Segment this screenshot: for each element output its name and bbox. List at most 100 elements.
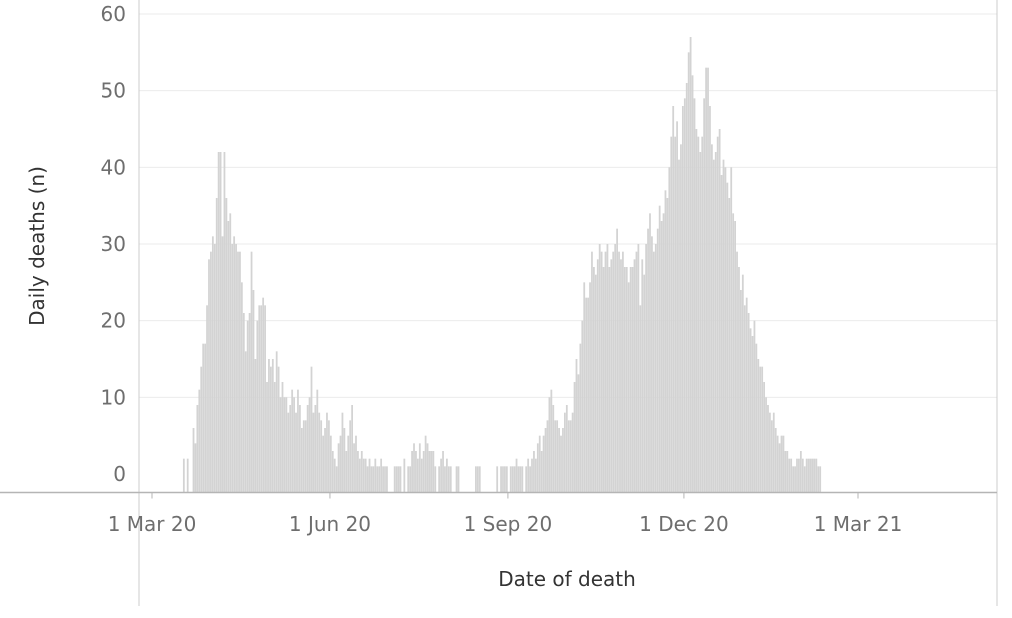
daily-bar bbox=[664, 190, 667, 493]
daily-bar bbox=[384, 466, 386, 493]
daily-bar bbox=[670, 136, 673, 493]
daily-bar bbox=[546, 420, 549, 493]
daily-bar bbox=[446, 458, 448, 493]
daily-bar bbox=[225, 198, 228, 493]
daily-bar bbox=[598, 244, 601, 493]
daily-bar bbox=[622, 251, 624, 493]
daily-bar bbox=[194, 443, 197, 493]
daily-bar bbox=[244, 351, 247, 493]
y-tick-label: 20 bbox=[101, 309, 126, 333]
daily-bar bbox=[594, 274, 597, 493]
daily-bar bbox=[554, 420, 557, 493]
daily-bar bbox=[651, 236, 653, 493]
y-tick-label: 60 bbox=[101, 2, 126, 26]
daily-bar bbox=[761, 366, 764, 493]
daily-bar bbox=[362, 458, 365, 493]
daily-bar bbox=[447, 466, 450, 493]
daily-bar bbox=[248, 313, 251, 493]
daily-bar bbox=[219, 152, 222, 493]
daily-bar bbox=[353, 443, 355, 493]
daily-bar bbox=[680, 144, 682, 493]
daily-bar bbox=[610, 259, 613, 493]
daily-bar bbox=[805, 458, 808, 493]
daily-bar bbox=[289, 405, 292, 493]
x-tick-label: 1 Mar 20 bbox=[108, 512, 197, 536]
daily-bar bbox=[600, 251, 603, 493]
daily-bar bbox=[602, 267, 605, 493]
daily-bar bbox=[738, 267, 740, 493]
daily-bar bbox=[432, 451, 435, 493]
daily-bar bbox=[308, 397, 311, 493]
daily-bar bbox=[239, 251, 241, 493]
daily-bar bbox=[341, 412, 344, 493]
daily-bar bbox=[770, 420, 773, 493]
daily-bar bbox=[801, 458, 804, 493]
daily-bar bbox=[689, 37, 692, 493]
daily-bar bbox=[196, 405, 199, 493]
daily-bar bbox=[743, 305, 746, 493]
daily-bar bbox=[745, 297, 748, 493]
daily-bar bbox=[409, 466, 412, 493]
daily-bar bbox=[397, 466, 400, 493]
daily-bar bbox=[357, 451, 359, 493]
daily-bar bbox=[751, 336, 754, 493]
daily-bar bbox=[517, 466, 520, 493]
daily-bar bbox=[418, 443, 421, 493]
daily-bar bbox=[351, 405, 354, 493]
daily-bar bbox=[504, 466, 506, 493]
daily-bar bbox=[368, 458, 371, 493]
daily-bar bbox=[707, 67, 709, 493]
daily-bar bbox=[358, 458, 361, 493]
daily-bar bbox=[618, 251, 620, 493]
daily-bar bbox=[747, 313, 750, 493]
daily-bar bbox=[515, 458, 518, 493]
daily-bar bbox=[297, 389, 299, 493]
daily-bar bbox=[413, 443, 415, 493]
daily-bar bbox=[233, 236, 236, 493]
daily-bar bbox=[672, 106, 675, 493]
daily-bar bbox=[534, 458, 537, 493]
daily-bar bbox=[575, 359, 578, 493]
daily-bar bbox=[712, 159, 715, 493]
x-tick-label: 1 Sep 20 bbox=[464, 512, 553, 536]
daily-bar bbox=[593, 267, 595, 493]
daily-bar bbox=[583, 282, 586, 493]
daily-bar bbox=[548, 397, 551, 493]
daily-bar bbox=[242, 313, 245, 493]
daily-bar bbox=[285, 397, 288, 493]
daily-bar bbox=[759, 366, 762, 493]
daily-bar bbox=[299, 405, 301, 493]
axes bbox=[0, 0, 998, 606]
daily-bar bbox=[527, 458, 530, 493]
daily-bar bbox=[577, 374, 580, 493]
daily-bar bbox=[730, 167, 733, 493]
daily-bar bbox=[819, 466, 822, 493]
daily-bar bbox=[407, 466, 410, 493]
daily-bar bbox=[536, 443, 539, 493]
daily-bar bbox=[772, 412, 775, 493]
daily-bar bbox=[625, 267, 628, 493]
daily-bar bbox=[424, 435, 427, 493]
daily-bar bbox=[654, 244, 657, 493]
daily-bar bbox=[343, 428, 346, 493]
daily-bar bbox=[229, 213, 232, 493]
daily-bar bbox=[206, 305, 208, 493]
daily-bar bbox=[372, 466, 375, 493]
daily-bar bbox=[676, 121, 678, 493]
daily-bar bbox=[798, 458, 800, 493]
daily-bar bbox=[658, 205, 661, 493]
daily-bar bbox=[335, 466, 338, 493]
daily-bar bbox=[254, 359, 257, 493]
daily-bar bbox=[455, 466, 458, 493]
daily-bar bbox=[505, 466, 508, 493]
daily-bar bbox=[556, 420, 559, 493]
daily-bar bbox=[246, 320, 249, 493]
daily-bar bbox=[200, 366, 203, 493]
daily-bar bbox=[339, 435, 342, 493]
daily-bar bbox=[647, 228, 649, 493]
daily-bar bbox=[260, 305, 263, 493]
daily-bar bbox=[215, 198, 218, 493]
daily-bar bbox=[240, 282, 243, 493]
daily-bar bbox=[753, 320, 756, 493]
daily-bar bbox=[581, 320, 584, 493]
